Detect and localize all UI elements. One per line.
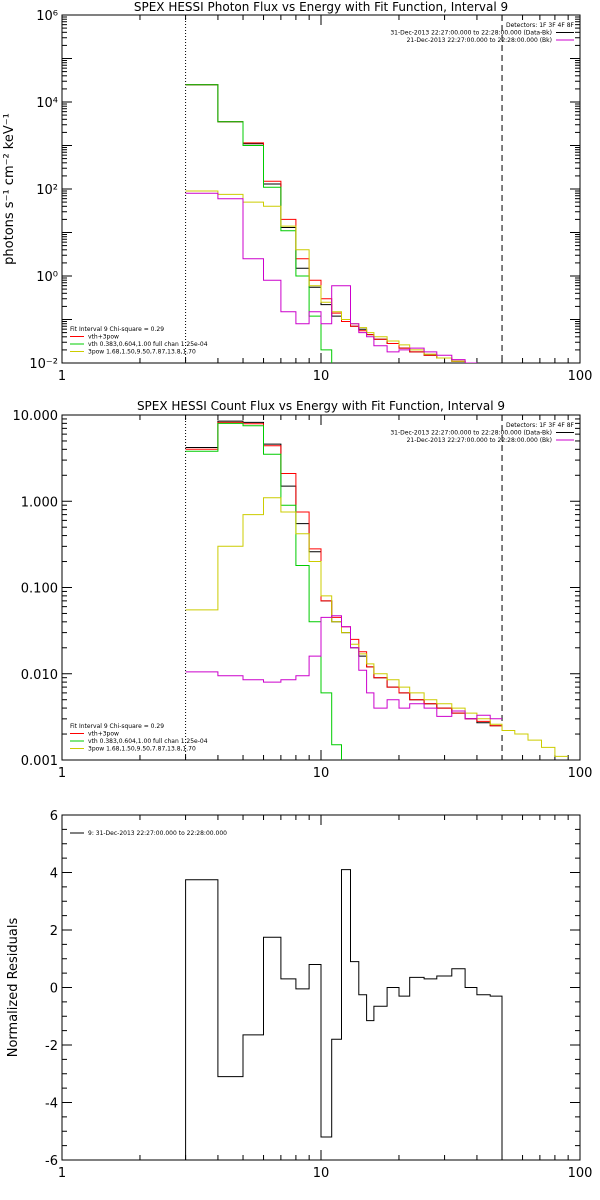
legend: Fit Interval 9 Chi-square = 0.29vth+3pow… [70,723,208,753]
series-line [185,84,466,363]
y-tick-label: 10⁻² [29,357,58,372]
y-tick-label: 10⁰ [36,270,58,285]
y-tick-label: -6 [45,1154,58,1169]
series-line [185,615,502,720]
legend-label: vth+3pow [88,334,119,341]
legend: 9: 31-Dec-2013 22:27:00.000 to 22:28:00.… [70,830,227,837]
y-tick-label: 0.100 [21,582,58,597]
series-line [185,421,502,727]
y-axis-label: photons s⁻¹ cm⁻² keV⁻¹ [2,113,17,265]
x-tick-label: 10 [313,766,330,781]
legend-label: 31-Dec-2013 22:27:00.000 to 22:28:00.000… [390,430,552,437]
series-group [185,84,478,363]
series-line [185,192,478,363]
y-tick-label: 0 [50,982,58,997]
y-tick-label: -2 [45,1039,58,1054]
legend-label: 31-Dec-2013 22:27:00.000 to 22:28:00.000… [390,30,552,37]
legend: Fit Interval 9 Chi-square = 0.29vth+3pow… [70,326,208,356]
legend-header: Detectors: 1F 3F 4F 8F [506,22,575,29]
x-tick-label: 100 [568,766,593,781]
y-tick-label: 0.001 [21,754,58,769]
legend-label: vth+3pow [88,731,119,738]
y-tick-label: 4 [50,867,58,882]
chart-title: SPEX HESSI Count Flux vs Energy with Fit… [137,399,505,413]
x-tick-label: 100 [568,369,593,384]
y-tick-label: 10.000 [13,409,59,424]
series-line [185,420,502,727]
y-tick-label: 1.000 [21,495,58,510]
legend-header: Fit Interval 9 Chi-square = 0.29 [70,326,164,333]
legend-label: 3pow 1.68,1.50,9.50,7.87,13.8,1.70 [88,349,196,356]
series-line [185,84,466,363]
legend-label: 21-Dec-2013 22:27:00.000 to 22:28:00.000… [407,437,552,444]
y-tick-label: 2 [50,924,58,939]
x-tick-label: 10 [313,1166,330,1181]
legend-label: 9: 31-Dec-2013 22:27:00.000 to 22:28:00.… [88,830,227,837]
series-line [185,422,342,760]
chart-3: Normalized Residuals 1 10 100 -6 -4 -2 0 2 4 6 9: 3… [6,809,592,1181]
legend-label: vth 0.383,0.604,1.00 full chan 1.25e-04 [88,738,208,745]
y-axis-label: Normalized Residuals [6,918,21,1058]
legend-header: Fit Interval 9 Chi-square = 0.29 [70,723,164,730]
x-tick-label: 10 [313,369,330,384]
chart-1: SPEX HESSI Photon Flux vs Energy with Fi… [2,0,593,384]
x-tick-label: 1 [58,1166,66,1181]
y-tick-label: 10² [36,183,58,198]
series-line [185,84,333,363]
series-line [185,497,569,757]
y-tick-label: 6 [50,809,58,824]
legend-label: vth 0.383,0.604,1.00 full chan 1.25e-04 [88,341,208,348]
y-tick-label: 0.010 [21,668,58,683]
legend-header: Detectors: 1F 3F 4F 8F [506,422,575,429]
x-tick-label: 1 [58,766,66,781]
legend-label: 21-Dec-2013 22:27:00.000 to 22:28:00.000… [407,37,552,44]
series-group [185,420,569,760]
y-tick-label: -4 [45,1097,58,1112]
x-tick-label: 100 [568,1166,593,1181]
chart-2: SPEX HESSI Count Flux vs Energy with Fit… [13,399,593,781]
series-line [185,190,466,363]
y-tick-label: 10⁴ [36,96,58,111]
series-group [185,869,503,1160]
x-tick-label: 1 [58,369,66,384]
y-tick-label: 10⁶ [36,9,58,24]
legend-label: 3pow 1.68,1.50,9.50,7.87,13.8,1.70 [88,746,196,753]
chart-title: SPEX HESSI Photon Flux vs Energy with Fi… [134,0,508,14]
series-line [185,869,503,1160]
